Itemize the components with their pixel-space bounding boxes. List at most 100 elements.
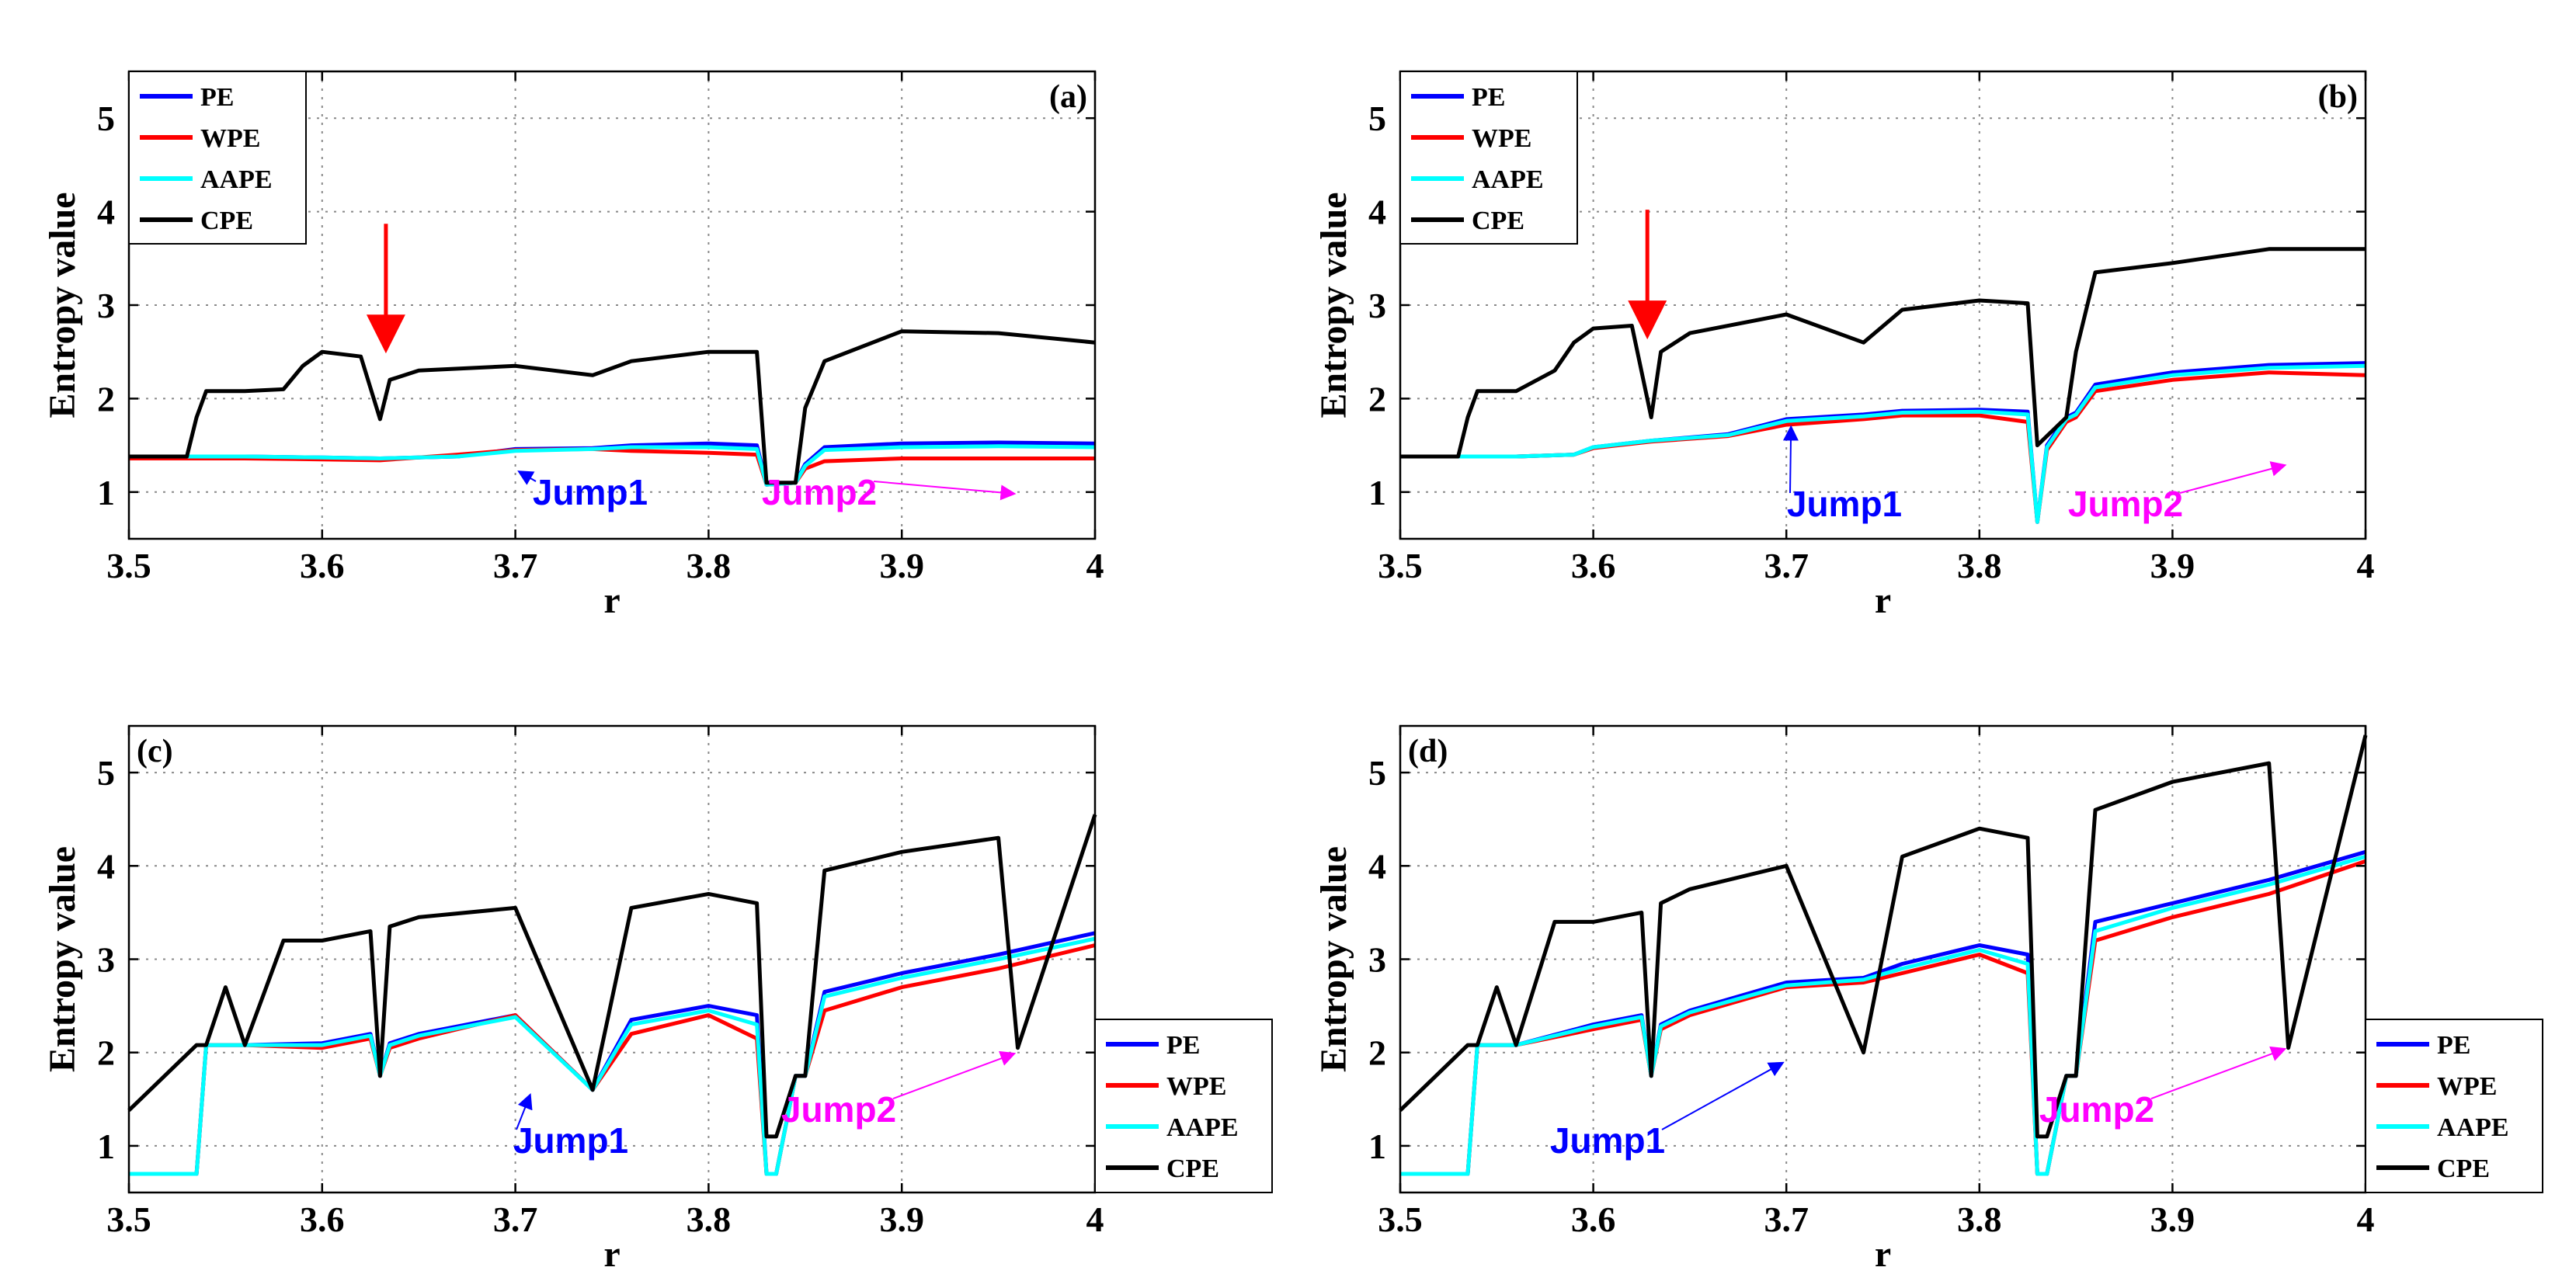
panel-label: (c) (137, 734, 173, 769)
legend: PE WPE AAPE CPE (128, 71, 307, 245)
x-axis-label: r (1875, 580, 1891, 621)
y-tick-label: 3 (97, 940, 115, 980)
annotation-arrow-icon (892, 1050, 1017, 1099)
annotation-arrow-icon (2150, 1046, 2287, 1099)
series-line-aape (1400, 854, 2366, 1176)
x-tick-label: 4 (1086, 546, 1104, 585)
y-tick-label: 1 (1368, 473, 1386, 512)
panel-label: (d) (1408, 734, 1448, 769)
x-tick-label: 3.6 (1571, 1199, 1616, 1239)
panel-label: (a) (1049, 79, 1087, 115)
x-tick-label: 3.8 (1957, 1199, 2002, 1239)
annotation-arrow-icon (1661, 1061, 1785, 1130)
annotation-jump1: Jump1 (1550, 1120, 1665, 1161)
legend-box (2365, 1019, 2543, 1193)
x-tick-label: 3.6 (300, 1199, 345, 1239)
legend-label-pe: PE (1166, 1031, 1200, 1060)
legend-label-cpe: CPE (2437, 1154, 2490, 1183)
legend-label-wpe: WPE (2437, 1072, 2497, 1101)
x-axis-label: r (603, 1234, 620, 1275)
legend-box (1399, 71, 1578, 245)
series-line-cpe (129, 329, 1096, 485)
legend-label-aape: AAPE (200, 165, 273, 194)
annotation-jump2: Jump2 (762, 472, 877, 512)
annotation-jump1: Jump1 (1787, 484, 1902, 524)
legend: PE WPE AAPE CPE (1094, 1019, 1273, 1193)
y-tick-label: 1 (1368, 1127, 1386, 1166)
x-tick-label: 4 (1086, 1199, 1104, 1239)
y-axis-label: Entropy value (1313, 846, 1354, 1072)
series-line-aape (1400, 363, 2366, 524)
x-tick-label: 3.5 (106, 1199, 151, 1239)
annotation-jump1: Jump1 (513, 1120, 628, 1161)
panel-label: (b) (2318, 79, 2358, 115)
legend-label-cpe: CPE (1472, 207, 1524, 235)
y-tick-label: 5 (1368, 99, 1386, 138)
x-tick-label: 3.7 (1764, 1199, 1809, 1239)
legend-label-aape: AAPE (2437, 1113, 2509, 1142)
y-tick-label: 4 (1368, 846, 1386, 886)
legend-box (1094, 1019, 1273, 1193)
series-line-aape (129, 444, 1096, 487)
x-tick-label: 3.5 (106, 546, 151, 585)
chart-panel-b: 3.5 3.6 3.7 3.8 3.9 4 1 2 3 4 5 r Entropy value (b) PE… (1313, 70, 2375, 621)
y-tick-label: 3 (97, 286, 115, 325)
x-tick-label: 4 (2357, 1199, 2375, 1239)
annotation-arrow-icon (873, 481, 1017, 501)
annotation-arrow-icon (2179, 461, 2287, 494)
annotation-jump1: Jump1 (533, 472, 648, 512)
y-tick-label: 2 (97, 1033, 115, 1073)
series-line-cpe (1399, 734, 2368, 1139)
x-tick-label: 3.7 (1764, 546, 1809, 585)
chart-panel-c: 3.5 3.6 3.7 3.8 3.9 4 1 2 3 4 5 r Entropy value (c) PE… (42, 724, 1273, 1275)
y-tick-label: 4 (1368, 193, 1386, 232)
x-tick-label: 3.7 (493, 1199, 538, 1239)
x-tick-label: 3.6 (1571, 546, 1616, 585)
annotation-jump2: Jump2 (2039, 1089, 2154, 1130)
x-tick-label: 3.7 (493, 546, 538, 585)
y-tick-label: 4 (97, 846, 115, 886)
legend-label-wpe: WPE (1166, 1072, 1226, 1101)
y-tick-label: 2 (1368, 379, 1386, 418)
chart-panel-d: 3.5 3.6 3.7 3.8 3.9 4 1 2 3 4 5 r Entropy value (d) PE… (1313, 724, 2543, 1275)
y-axis-label: Entropy value (1313, 192, 1354, 418)
series-line-cpe (1400, 247, 2366, 459)
x-tick-label: 3.8 (687, 546, 732, 585)
x-tick-label: 3.6 (300, 546, 345, 585)
y-axis-label: Entropy value (42, 192, 83, 418)
annotation-jump2: Jump2 (2068, 484, 2183, 524)
x-axis-label: r (603, 580, 620, 621)
series-line-cpe (127, 814, 1097, 1139)
legend-label-wpe: WPE (1472, 124, 1531, 153)
y-tick-label: 3 (1368, 286, 1386, 325)
legend-box (128, 71, 307, 245)
x-tick-label: 3.9 (879, 1199, 924, 1239)
y-tick-label: 1 (97, 473, 115, 512)
legend: PE WPE AAPE CPE (1399, 71, 1578, 245)
legend-label-cpe: CPE (200, 207, 253, 235)
legend-label-cpe: CPE (1166, 1154, 1219, 1183)
legend-label-pe: PE (2437, 1031, 2470, 1060)
legend-label-pe: PE (200, 83, 234, 112)
x-tick-label: 4 (2357, 546, 2375, 585)
y-tick-label: 3 (1368, 940, 1386, 980)
y-tick-label: 5 (97, 753, 115, 793)
chart-panel-a: 3.5 3.6 3.7 3.8 3.9 4 1 2 3 4 5 r Entropy value (a) PE… (42, 70, 1104, 621)
legend: PE WPE AAPE CPE (2365, 1019, 2543, 1193)
y-axis-label: Entropy value (42, 846, 83, 1072)
legend-label-aape: AAPE (1472, 165, 1544, 194)
x-tick-label: 3.5 (1378, 1199, 1423, 1239)
y-tick-label: 2 (1368, 1033, 1386, 1073)
annotation-arrow-icon (517, 470, 537, 485)
y-tick-label: 2 (97, 379, 115, 418)
y-tick-label: 1 (97, 1127, 115, 1166)
legend-label-pe: PE (1472, 83, 1505, 112)
x-tick-label: 3.8 (1957, 546, 2002, 585)
y-tick-label: 5 (97, 99, 115, 138)
x-tick-label: 3.9 (879, 546, 924, 585)
x-axis-label: r (1875, 1234, 1891, 1275)
x-tick-label: 3.5 (1378, 546, 1423, 585)
x-tick-label: 3.8 (687, 1199, 732, 1239)
legend-label-aape: AAPE (1166, 1113, 1239, 1142)
legend-label-wpe: WPE (200, 124, 260, 153)
